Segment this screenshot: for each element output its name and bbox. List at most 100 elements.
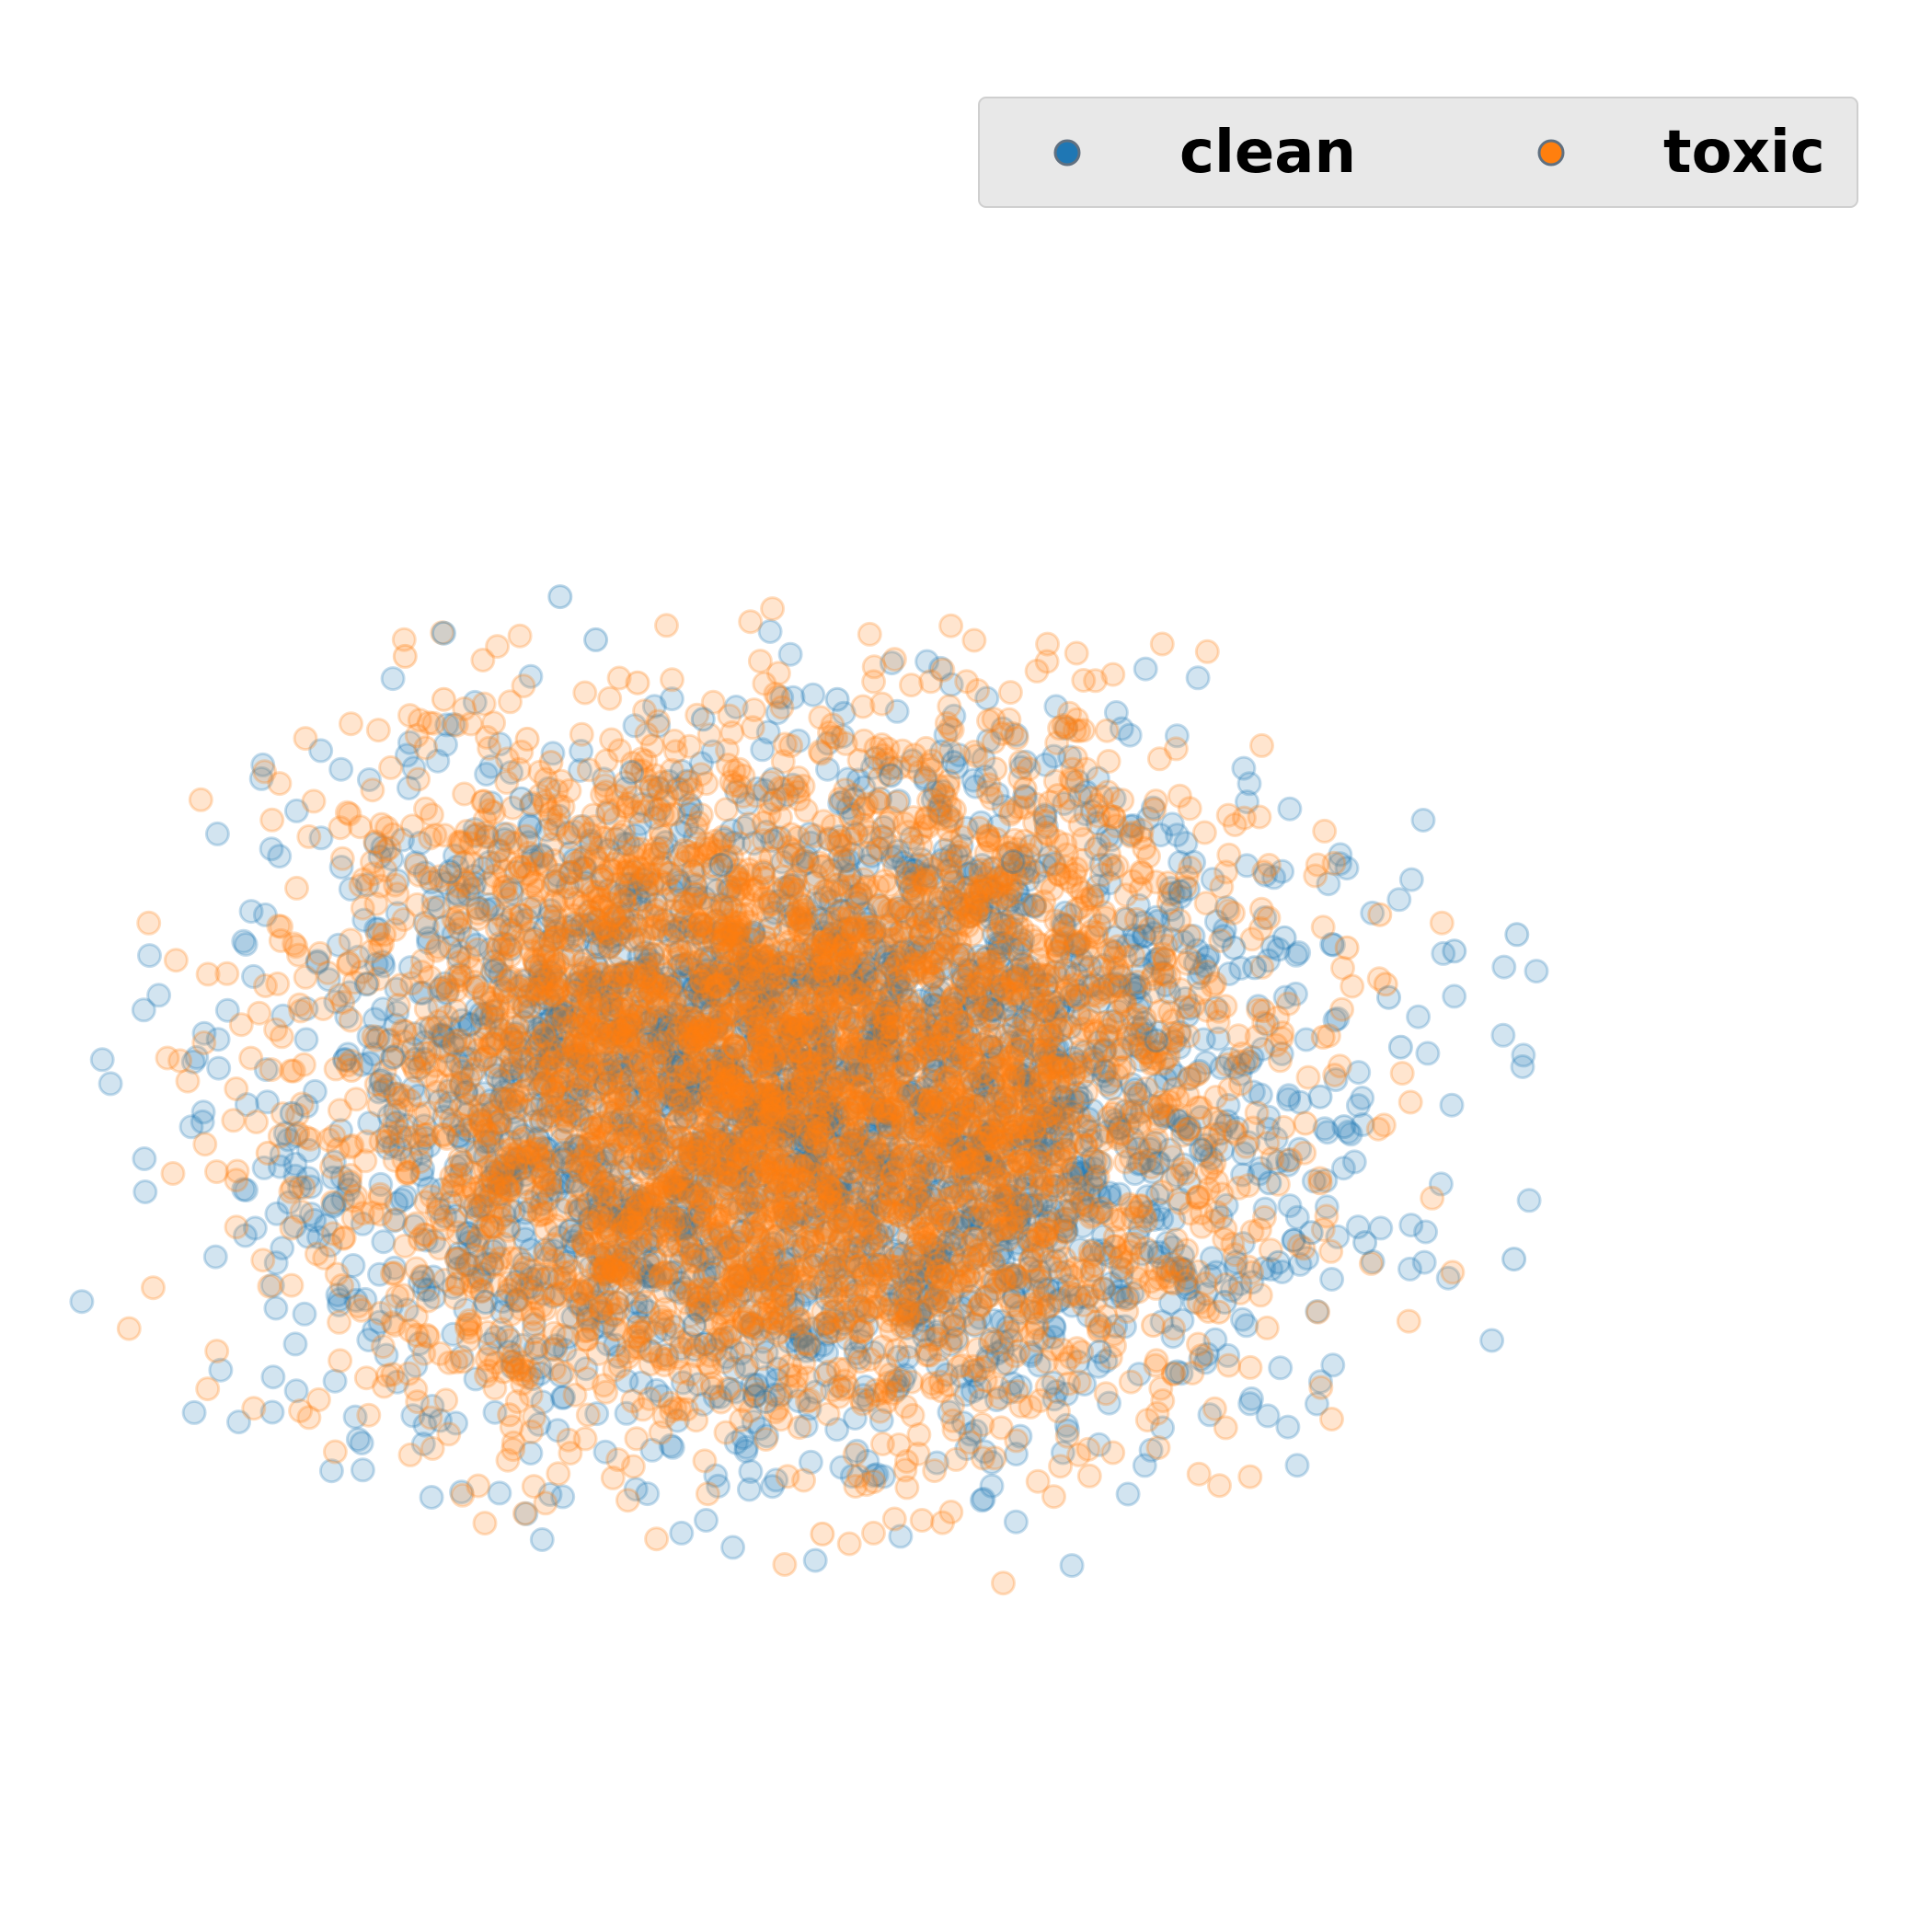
cloud-point-clean bbox=[886, 1281, 912, 1306]
cloud-point-clean bbox=[516, 830, 542, 856]
cloud-point-clean bbox=[1091, 1276, 1116, 1302]
cloud-point-clean bbox=[591, 1313, 616, 1339]
cloud-point-clean bbox=[755, 952, 781, 978]
cloud-point-toxic bbox=[572, 680, 598, 706]
cloud-point-toxic bbox=[1114, 1298, 1140, 1324]
cloud-point-clean bbox=[1032, 1122, 1058, 1148]
cloud-point-clean bbox=[475, 823, 500, 849]
cloud-point-clean bbox=[1511, 1042, 1536, 1068]
cloud-point-clean bbox=[723, 1430, 749, 1455]
cloud-point-clean bbox=[534, 1057, 558, 1083]
cloud-point-clean bbox=[650, 1021, 675, 1047]
cloud-point-clean bbox=[137, 943, 162, 969]
cloud-point-clean bbox=[569, 912, 595, 937]
cloud-point-clean bbox=[802, 1547, 828, 1573]
cloud-point-clean bbox=[914, 900, 939, 926]
cloud-point-clean bbox=[1234, 1313, 1259, 1339]
cloud-point-clean bbox=[400, 1403, 426, 1429]
cloud-point-clean bbox=[664, 1408, 690, 1433]
cloud-point-clean bbox=[684, 882, 709, 907]
cloud-point-toxic bbox=[296, 823, 322, 849]
cloud-point-clean bbox=[666, 1050, 692, 1075]
cloud-point-clean bbox=[1276, 1087, 1301, 1112]
cloud-point-clean bbox=[1176, 876, 1202, 902]
cloud-point-clean bbox=[412, 1029, 438, 1055]
cloud-point-clean bbox=[834, 1326, 860, 1351]
cloud-point-clean bbox=[981, 1046, 1006, 1072]
cloud-point-toxic bbox=[753, 1427, 778, 1452]
cloud-point-toxic bbox=[654, 613, 679, 638]
cloud-point-clean bbox=[624, 1299, 649, 1325]
cloud-point-clean bbox=[1058, 903, 1084, 928]
cloud-point-clean bbox=[622, 1207, 648, 1233]
cloud-point-clean bbox=[974, 1348, 1000, 1374]
cloud-point-toxic bbox=[546, 1461, 571, 1487]
cloud-point-clean bbox=[1053, 1198, 1078, 1224]
cloud-point-toxic bbox=[569, 721, 594, 747]
cloud-point-clean bbox=[368, 1171, 394, 1197]
cloud-point-clean bbox=[720, 1535, 746, 1560]
cloud-point-clean bbox=[780, 1296, 806, 1322]
cloud-point-clean bbox=[1052, 1136, 1077, 1162]
cloud-point-clean bbox=[827, 1181, 853, 1207]
dense-point-cloud bbox=[69, 596, 1549, 1596]
cloud-point-clean bbox=[703, 1463, 729, 1489]
cloud-point-clean bbox=[468, 1267, 493, 1293]
cloud-point-clean bbox=[727, 963, 753, 989]
cloud-point-clean bbox=[1064, 1088, 1090, 1114]
cloud-point-clean bbox=[204, 821, 230, 846]
cloud-point-clean bbox=[706, 1106, 731, 1132]
cloud-point-clean bbox=[844, 1037, 869, 1062]
cloud-point-clean bbox=[950, 1410, 976, 1436]
cloud-point-clean bbox=[529, 1108, 555, 1133]
cloud-point-clean bbox=[813, 1035, 839, 1061]
cloud-point-clean bbox=[853, 1374, 879, 1399]
cloud-point-clean bbox=[881, 1164, 907, 1190]
cloud-point-clean bbox=[1159, 811, 1185, 837]
cloud-point-clean bbox=[934, 1362, 960, 1387]
cloud-point-clean bbox=[591, 1169, 616, 1195]
cloud-point-clean bbox=[233, 932, 259, 957]
cloud-point-clean bbox=[720, 923, 746, 948]
cloud-point-clean bbox=[541, 1041, 567, 1066]
cloud-point-clean bbox=[1145, 1020, 1171, 1045]
cloud-point-clean bbox=[626, 1086, 651, 1111]
cloud-point-clean bbox=[971, 1487, 996, 1512]
cloud-point-toxic bbox=[404, 853, 430, 879]
cloud-point-clean bbox=[712, 1127, 738, 1153]
cloud-point-clean bbox=[1479, 1328, 1505, 1353]
cloud-point-clean bbox=[1386, 887, 1412, 913]
cloud-point-clean bbox=[1010, 1033, 1036, 1059]
cloud-point-clean bbox=[298, 1202, 324, 1227]
cloud-point-clean bbox=[991, 1187, 1017, 1213]
cloud-point-clean bbox=[370, 996, 396, 1022]
cloud-point-clean bbox=[1088, 1314, 1113, 1339]
cloud-point-clean bbox=[663, 1159, 689, 1185]
cloud-point-clean bbox=[1061, 1160, 1087, 1186]
cloud-point-clean bbox=[902, 1079, 927, 1104]
cloud-point-clean bbox=[581, 1133, 606, 1159]
cloud-point-clean bbox=[1041, 1370, 1066, 1396]
cloud-point-clean bbox=[566, 1291, 592, 1317]
cloud-point-clean bbox=[1237, 1391, 1263, 1417]
cloud-point-clean bbox=[1188, 1347, 1213, 1372]
cloud-point-toxic bbox=[116, 1316, 142, 1341]
cloud-point-clean bbox=[293, 995, 319, 1021]
cloud-point-toxic bbox=[1216, 1352, 1241, 1378]
cloud-point-clean bbox=[282, 1213, 307, 1239]
cloud-point-clean bbox=[796, 1167, 822, 1193]
cloud-point-toxic bbox=[1248, 1282, 1273, 1308]
cloud-point-clean bbox=[976, 1144, 1002, 1170]
cloud-point-clean bbox=[511, 1122, 536, 1148]
cloud-point-clean bbox=[997, 1132, 1022, 1157]
cloud-point-clean bbox=[725, 921, 751, 947]
cloud-point-clean bbox=[557, 1218, 582, 1244]
cloud-point-clean bbox=[773, 1205, 799, 1231]
cloud-point-clean bbox=[960, 1246, 985, 1271]
cloud-point-clean bbox=[366, 1079, 392, 1105]
cloud-point-clean bbox=[922, 1158, 948, 1184]
cloud-point-clean bbox=[557, 1140, 582, 1166]
cloud-point-clean bbox=[865, 1156, 891, 1182]
cloud-point-clean bbox=[1059, 1553, 1085, 1579]
cloud-point-clean bbox=[528, 1052, 554, 1078]
